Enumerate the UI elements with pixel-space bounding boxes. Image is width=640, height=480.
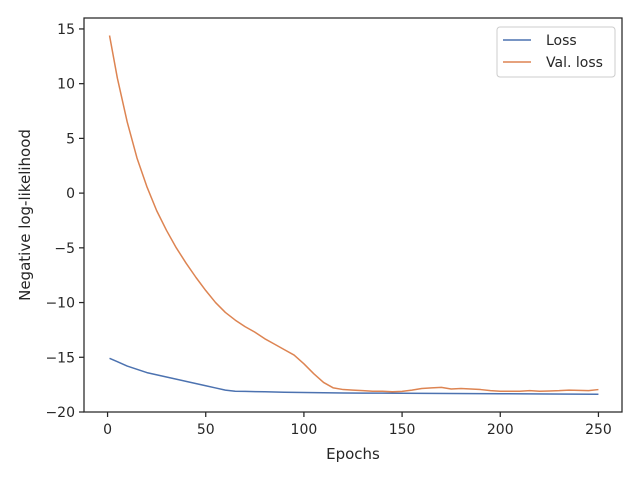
y-tick-label: 5: [66, 131, 75, 147]
x-tick-label: 50: [197, 422, 215, 438]
plot-lines: [108, 35, 599, 396]
legend: Loss Val. loss: [496, 26, 616, 78]
x-tick-label: 250: [585, 422, 612, 438]
x-axis: 0 50 100 150 200 250: [103, 412, 612, 438]
series-line-0: [109, 357, 599, 396]
x-axis-label: Epochs: [326, 445, 380, 463]
legend-label-0: Loss: [546, 33, 577, 49]
x-tick-label: 200: [487, 422, 514, 438]
y-tick-label: 15: [57, 22, 75, 38]
y-tick-label: 0: [66, 186, 75, 202]
x-tick-label: 0: [103, 422, 112, 438]
x-tick-label: 150: [389, 422, 416, 438]
y-tick-label: −20: [45, 405, 75, 421]
y-tick-label: −5: [54, 241, 75, 257]
y-tick-label: 10: [57, 77, 75, 93]
series-line-1: [108, 35, 599, 393]
legend-label-1: Val. loss: [546, 55, 603, 71]
plot-frame: [83, 17, 623, 413]
y-tick-label: −15: [45, 350, 75, 366]
y-axis-label: Negative log-likelihood: [16, 129, 34, 301]
x-tick-label: 100: [291, 422, 318, 438]
y-tick-label: −10: [45, 296, 75, 312]
y-axis: −20 −15 −10 −5 0 5 10 15: [45, 22, 84, 421]
